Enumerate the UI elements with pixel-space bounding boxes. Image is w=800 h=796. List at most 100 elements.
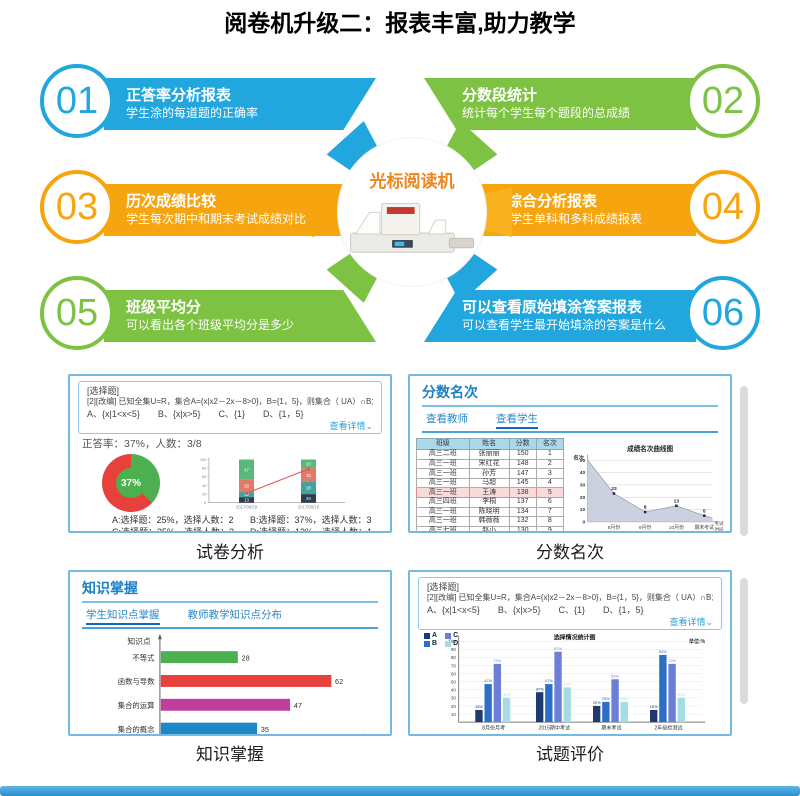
bar: [659, 655, 667, 723]
eval-bar-chart: 选择情况统计图单位:%%1020304050607080901008月份月考15…: [447, 634, 706, 732]
svg-text:25%: 25%: [602, 696, 610, 701]
score-rank-title: 分数名次: [422, 382, 718, 407]
scrollbar[interactable]: [740, 386, 748, 536]
svg-text:53%: 53%: [611, 674, 619, 679]
svg-text:8月份月考: 8月份月考: [482, 725, 505, 732]
svg-text:0: 0: [583, 519, 586, 525]
svg-text:0: 0: [204, 501, 206, 505]
svg-text:62: 62: [335, 677, 343, 686]
bar-segment: [239, 497, 255, 503]
svg-text:72%: 72%: [493, 658, 501, 663]
tab-view-student[interactable]: 查看学生: [496, 411, 538, 429]
table-row: 高三一班 马超 145 4: [416, 477, 565, 489]
feature-01-number: 01: [40, 64, 114, 138]
svg-text:28: 28: [306, 486, 311, 491]
view-detail-link[interactable]: 查看详情⌄: [427, 616, 713, 628]
option-legend: A:选择题：25%，选择人数：2 B:选择题：37%，选择人数：3 C:选择题：…: [112, 515, 388, 531]
bar: [493, 664, 502, 723]
svg-text:30: 30: [451, 696, 457, 701]
table-row: 高三一班 王涛 138 5: [416, 487, 565, 498]
table-row: 高三一班 韩薇薇 132 8: [416, 516, 565, 527]
svg-text:37%: 37%: [536, 687, 544, 692]
bar-segment: [301, 494, 317, 503]
tab-student-knowledge[interactable]: 学生知识点掌握: [86, 607, 160, 625]
svg-text:50: 50: [580, 458, 586, 464]
bar: [592, 706, 601, 723]
bar: [668, 664, 676, 723]
svg-text:10: 10: [451, 712, 457, 717]
feature-02-number: 02: [686, 64, 760, 138]
svg-text:时间: 时间: [715, 526, 724, 533]
feature-04-number: 04: [686, 170, 760, 244]
feature-desc: 可以查看学生最开始填涂的答案是什么: [462, 317, 667, 332]
svg-text:47%: 47%: [545, 678, 553, 683]
feature-02-banner: 分数段统计 统计每个学生每个题段的总成绩: [424, 78, 696, 130]
bar: [677, 698, 685, 723]
svg-text:不等式: 不等式: [132, 653, 155, 662]
page-title: 阅卷机升级二：报表丰富,助力教学: [224, 10, 576, 36]
bar: [484, 684, 492, 723]
svg-text:20%: 20%: [593, 700, 601, 705]
question-options: A、{x|1<x<5} B、{x|x>5} C、{1} D、{1，5}: [87, 408, 304, 419]
table-row: 高三一班 宋红花 148 2: [416, 458, 565, 470]
svg-text:15%: 15%: [650, 704, 658, 709]
bar: [160, 722, 257, 734]
bar-segment: [239, 459, 255, 481]
tab-view-teacher[interactable]: 查看教师: [426, 413, 468, 425]
feature-title: 历次成绩比较: [126, 192, 217, 210]
number-label: 04: [701, 185, 745, 228]
svg-text:2年级检测试: 2年级检测试: [654, 725, 682, 732]
svg-text:47%: 47%: [484, 678, 492, 683]
question-body: [2][改编] 已知全集U=R，集合A={x|x2－2x－8>0}，B={1，5…: [87, 397, 373, 407]
svg-text:13: 13: [244, 498, 249, 503]
svg-text:28: 28: [241, 653, 249, 662]
feature-03-number: 03: [40, 170, 114, 244]
col-header-class: 班级: [416, 437, 470, 451]
svg-text:80: 80: [202, 467, 206, 471]
svg-text:函数与导数: 函数与导数: [117, 677, 154, 686]
bar-segment: [301, 468, 317, 483]
svg-text:35: 35: [260, 725, 268, 734]
exam-analysis-charts: 37% 0 20 40 60 80 100 2017/08/18 2017/08/18 13 12…: [102, 452, 390, 514]
svg-text:考试: 考试: [715, 520, 724, 527]
feature-05-banner: 班级平均分 可以看出各个班级平均分是多少: [104, 290, 376, 342]
feature-05-number: 05: [40, 276, 114, 350]
question-eval-panel: [选择题] [2][改编] 已知全集U=R，集合A={x|x2－2x－8>0}，…: [408, 570, 732, 736]
svg-text:12: 12: [244, 492, 249, 497]
bar: [160, 675, 331, 687]
view-detail-label: 查看详情: [669, 617, 706, 628]
svg-text:47: 47: [244, 468, 249, 473]
svg-text:20: 20: [306, 496, 311, 501]
svg-text:72%: 72%: [668, 658, 676, 663]
svg-text:5: 5: [703, 508, 706, 514]
question-tag: [选择题]: [427, 582, 460, 592]
svg-text:2015期中考试: 2015期中考试: [539, 725, 570, 732]
view-detail-link[interactable]: 查看详情⌄: [87, 420, 373, 432]
question-tag: [选择题]: [87, 386, 120, 396]
svg-text:10: 10: [580, 507, 586, 513]
svg-text:20: 20: [580, 495, 586, 501]
exam-analysis-caption: 试卷分析: [196, 543, 264, 562]
chevron-down-icon: ⌄: [705, 617, 713, 628]
svg-text:87%: 87%: [554, 646, 562, 651]
bar: [475, 710, 483, 723]
col-header-name: 姓名: [468, 437, 510, 451]
tab-teacher-knowledge[interactable]: 教师教学知识点分布: [187, 609, 283, 621]
score-rank-tabs: 查看教师 查看学生: [422, 407, 718, 433]
svg-text:70: 70: [451, 664, 457, 669]
feature-06-banner: 可以查看原始填涂答案报表 可以查看学生最开始填涂的答案是什么: [424, 290, 696, 342]
scrollbar[interactable]: [740, 578, 748, 704]
feature-desc: 可以看出各个班级平均分是多少: [126, 317, 295, 332]
number-label: 06: [701, 291, 745, 334]
rank-table-body: 高三二班 张丽丽 150 1 高三一班 宋红花 148 2 高三一班 孙芳 147 3 高三一班 马超 14…: [416, 449, 565, 531]
svg-text:20: 20: [202, 493, 206, 497]
score-rank-caption: 分数名次: [536, 543, 604, 562]
svg-text:30: 30: [580, 483, 586, 489]
svg-text:9月份: 9月份: [639, 524, 652, 531]
legend-item: B: [424, 640, 437, 647]
knowledge-tabs: 学生知识点掌握 教师教学知识点分布: [82, 603, 378, 629]
bar-segment: [301, 459, 317, 469]
svg-text:期末考试: 期末考试: [601, 725, 621, 732]
